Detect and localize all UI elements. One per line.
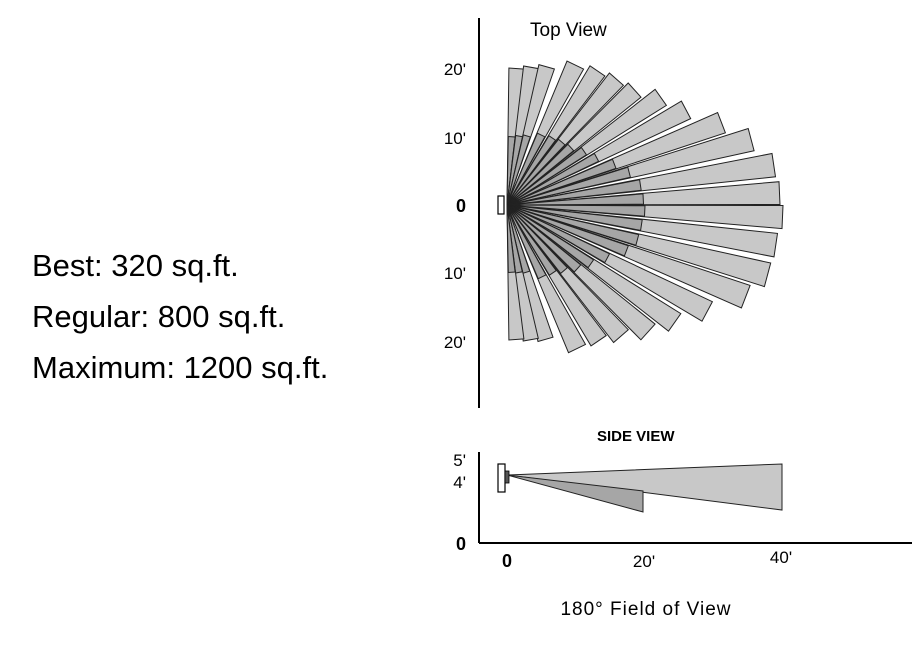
top-beam-near-13 — [506, 193, 645, 206]
side-tick-4ft: 4' — [453, 473, 466, 492]
top-beam-near-7 — [506, 143, 575, 206]
top-beam-near-8 — [506, 146, 588, 206]
fov-caption: 180° Field of View — [560, 599, 731, 620]
top-beam-near-26 — [506, 204, 516, 274]
top-beam-near-23 — [506, 204, 547, 280]
top-tick-20-down: 20' — [444, 333, 466, 352]
beam-fan — [506, 60, 784, 354]
side-x-tick-40ft: 40' — [770, 548, 792, 567]
top-view-title: Top View — [530, 20, 607, 41]
top-beam-near-10 — [506, 158, 617, 206]
top-tick-10-down: 10' — [444, 264, 466, 283]
top-beam-near-19 — [506, 204, 595, 269]
top-beam-near-6 — [506, 138, 566, 206]
top-beam-near-16 — [506, 204, 640, 246]
top-beam-near-18 — [506, 204, 611, 264]
side-beam-far — [506, 463, 783, 511]
coverage-regular: Regular: 800 sq.ft. — [32, 299, 286, 334]
coverage-best: Best: 320 sq.ft. — [32, 248, 239, 283]
sensor-lens — [504, 470, 510, 484]
side-x-tick-20ft: 20' — [633, 552, 655, 571]
top-view: Top View 20' 10' 0 10' 20' — [444, 18, 784, 408]
top-beam-near-9 — [506, 152, 600, 206]
side-tick-0: 0 — [456, 534, 466, 554]
coverage-maximum: Maximum: 1200 sq.ft. — [32, 350, 329, 385]
top-beam-near-12 — [506, 179, 642, 206]
top-beam-near-17 — [506, 204, 629, 257]
top-beam-near-20 — [506, 204, 582, 273]
top-beam-near-4 — [506, 132, 546, 206]
top-beam-near-21 — [506, 204, 569, 275]
top-beam-near-11 — [506, 166, 632, 206]
top-beam-near-22 — [506, 204, 557, 276]
side-tick-5ft: 5' — [453, 451, 466, 470]
top-tick-20-up: 20' — [444, 60, 466, 79]
top-beam-near-15 — [506, 204, 643, 231]
sensor-top — [497, 195, 505, 215]
top-tick-0: 0 — [456, 196, 466, 216]
top-beam-near-5 — [506, 134, 557, 206]
side-x-tick-0: 0 — [502, 551, 512, 571]
top-tick-10-up: 10' — [444, 129, 466, 148]
top-beam-near-3 — [506, 134, 531, 206]
coverage-list: Best: 320 sq.ft. Regular: 800 sq.ft. Max… — [32, 240, 412, 393]
sensor-side — [497, 463, 506, 493]
side-view-title: SIDE VIEW — [597, 428, 675, 445]
side-view: SIDE VIEW 5' 4' 0 0 20' 40' — [453, 428, 912, 571]
side-beam-near — [506, 474, 644, 513]
top-beam-near-14 — [506, 204, 646, 217]
